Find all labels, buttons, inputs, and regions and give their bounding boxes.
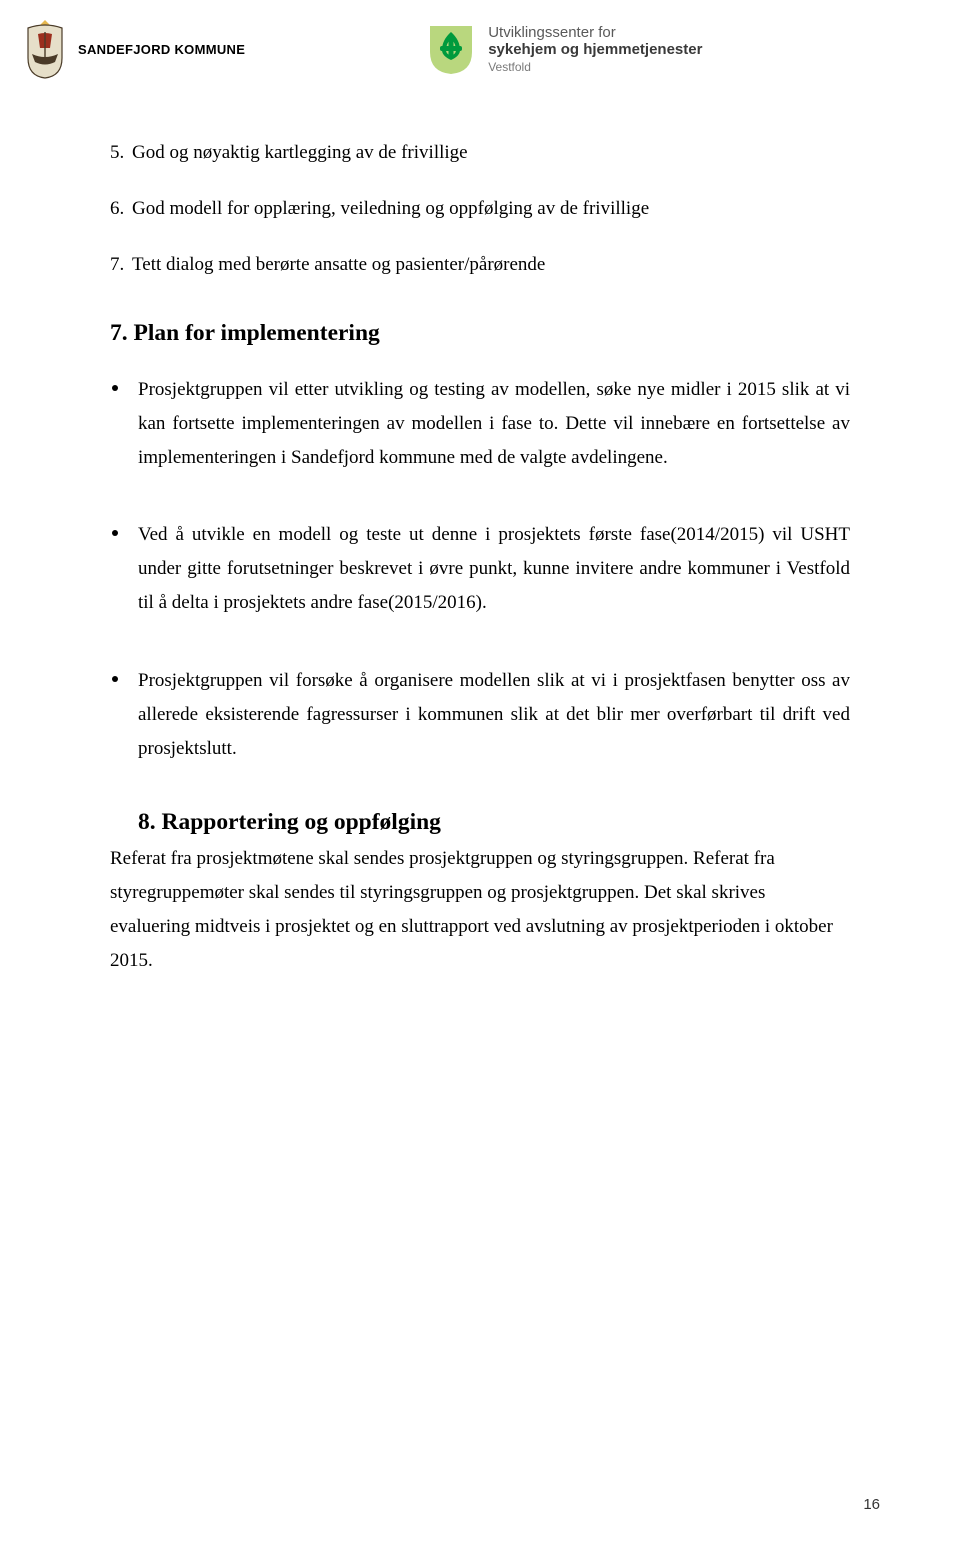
- list-item: 6. God modell for opplæring, veiledning …: [110, 198, 850, 220]
- section-8-heading: 8. Rapportering og oppfølging: [110, 809, 850, 836]
- list-number: 6.: [110, 198, 132, 220]
- list-text: God og nøyaktig kartlegging av de frivil…: [132, 142, 468, 164]
- org-line2: sykehjem og hjemmetjenester: [488, 41, 702, 58]
- bullet-item: Ved å utvikle en modell og teste ut denn…: [110, 518, 850, 619]
- section-7-bullets: Prosjektgruppen vil etter utvikling og t…: [110, 373, 850, 765]
- bullet-item: Prosjektgruppen vil etter utvikling og t…: [110, 373, 850, 474]
- list-text: Tett dialog med berørte ansatte og pasie…: [132, 254, 545, 276]
- numbered-list: 5. God og nøyaktig kartlegging av de fri…: [110, 142, 850, 276]
- list-item: 5. God og nøyaktig kartlegging av de fri…: [110, 142, 850, 164]
- list-item: 7. Tett dialog med berørte ansatte og pa…: [110, 254, 850, 276]
- org-text: Utviklingssenter for sykehjem og hjemmet…: [488, 24, 702, 75]
- org-shield-icon: [420, 22, 482, 76]
- org-line3: Vestfold: [488, 60, 702, 74]
- section-7-heading: 7. Plan for implementering: [110, 320, 850, 347]
- page-header: SANDEFJORD KOMMUNE Utviklingssenter for …: [20, 18, 910, 80]
- org-line1: Utviklingssenter for: [488, 24, 702, 41]
- bullet-item: Prosjektgruppen vil forsøke å organisere…: [110, 664, 850, 765]
- header-left: SANDEFJORD KOMMUNE: [20, 18, 245, 80]
- list-number: 5.: [110, 142, 132, 164]
- page-number: 16: [863, 1496, 880, 1513]
- list-text: God modell for opplæring, veiledning og …: [132, 198, 649, 220]
- section-8-paragraph: Referat fra prosjektmøtene skal sendes p…: [110, 842, 850, 977]
- page: SANDEFJORD KOMMUNE Utviklingssenter for …: [0, 0, 960, 1541]
- commune-name: SANDEFJORD KOMMUNE: [78, 42, 245, 57]
- header-right: Utviklingssenter for sykehjem og hjemmet…: [420, 22, 702, 76]
- list-number: 7.: [110, 254, 132, 276]
- commune-crest-icon: [20, 18, 70, 80]
